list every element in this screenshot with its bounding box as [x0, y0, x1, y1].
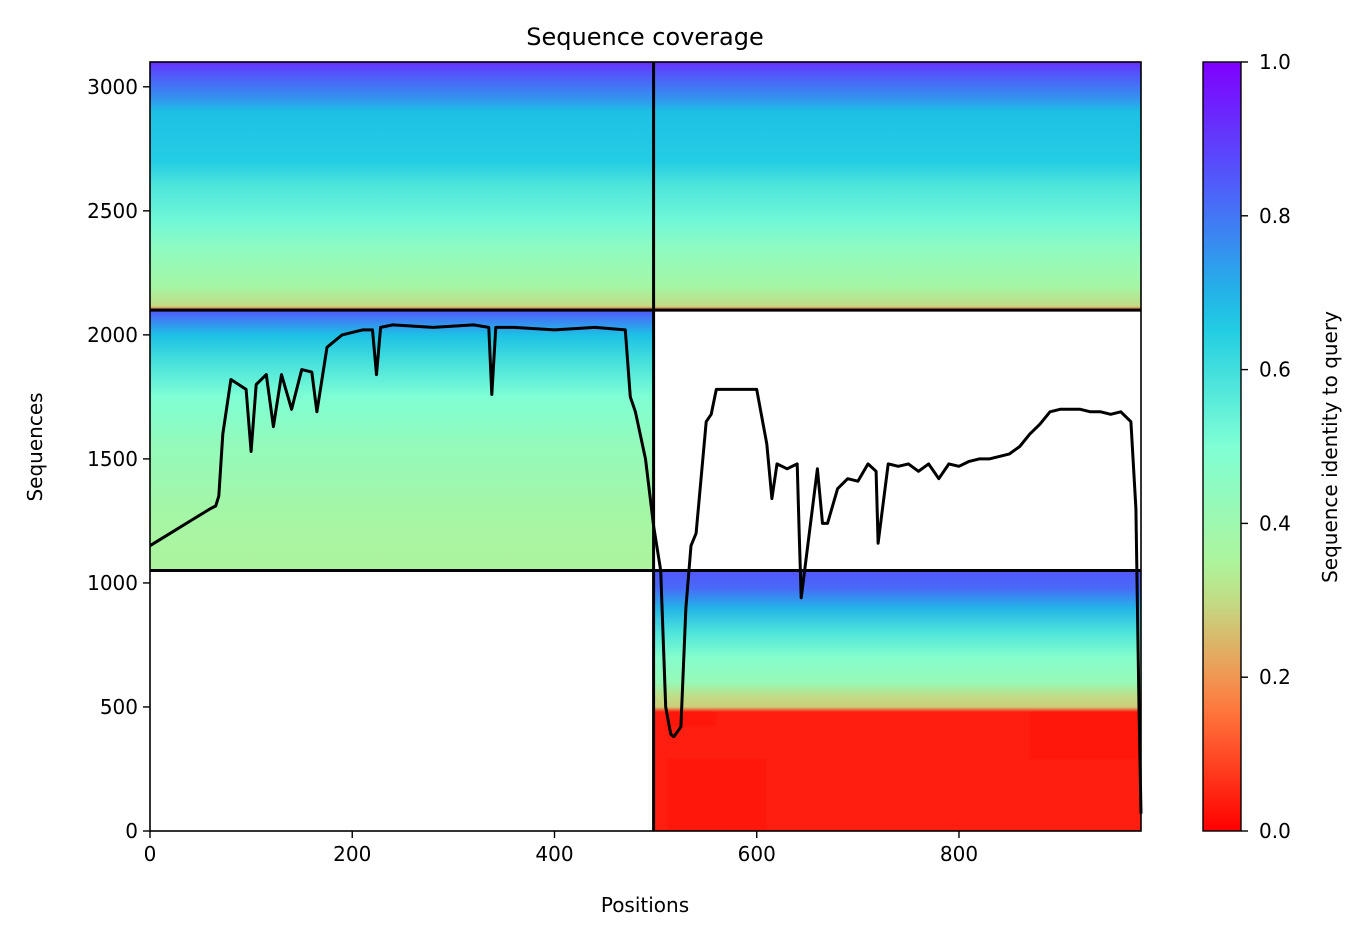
colorbar-tick-label: 0.4	[1259, 511, 1291, 535]
x-tick-label: 400	[535, 842, 573, 866]
heatmap-block-2	[653, 62, 1141, 311]
colorbar: 0.0 0.2 0.4 0.6 0.8 1.0	[1202, 50, 1291, 843]
x-tick-label: 0	[144, 842, 157, 866]
colorbar-tick-label: 1.0	[1259, 50, 1291, 74]
colorbar-tick-label: 0.0	[1259, 819, 1291, 843]
coverage-heatmap	[150, 62, 1141, 831]
heatmap-block-3	[150, 310, 654, 571]
y-tick-label: 1000	[87, 571, 138, 595]
heatmap-block-1	[150, 62, 654, 311]
coverage-line	[149, 323, 1143, 814]
y-tick-label: 1500	[87, 447, 138, 471]
colorbar-tick-label: 0.6	[1259, 358, 1291, 382]
chart-title: Sequence coverage	[526, 23, 763, 51]
y-tick-label: 0	[125, 819, 138, 843]
y-axis-label: Sequences	[23, 392, 47, 501]
low-identity-patch	[665, 711, 717, 727]
coverage-line-layer	[149, 323, 1143, 814]
y-tick-label: 500	[100, 695, 138, 719]
low-identity-patch	[1029, 711, 1141, 760]
axes-frame	[149, 61, 1142, 832]
y-tick-label: 3000	[87, 75, 138, 99]
x-tick-label: 200	[333, 842, 371, 866]
y-tick-label: 2500	[87, 199, 138, 223]
y-tick-label: 2000	[87, 323, 138, 347]
x-tick-label: 600	[738, 842, 776, 866]
x-tick-label: 800	[940, 842, 978, 866]
colorbar-tick-label: 0.8	[1259, 204, 1291, 228]
colorbar-tick-label: 0.2	[1259, 665, 1291, 689]
x-axis-label: Positions	[601, 893, 689, 917]
colorbar-label: Sequence identity to query	[1318, 311, 1342, 583]
low-identity-patch	[667, 759, 767, 831]
axes: 0 200 400 600 800 0 500 1000 1500 2000 2500 3000	[87, 61, 1142, 866]
colorbar-gradient	[1202, 61, 1242, 832]
